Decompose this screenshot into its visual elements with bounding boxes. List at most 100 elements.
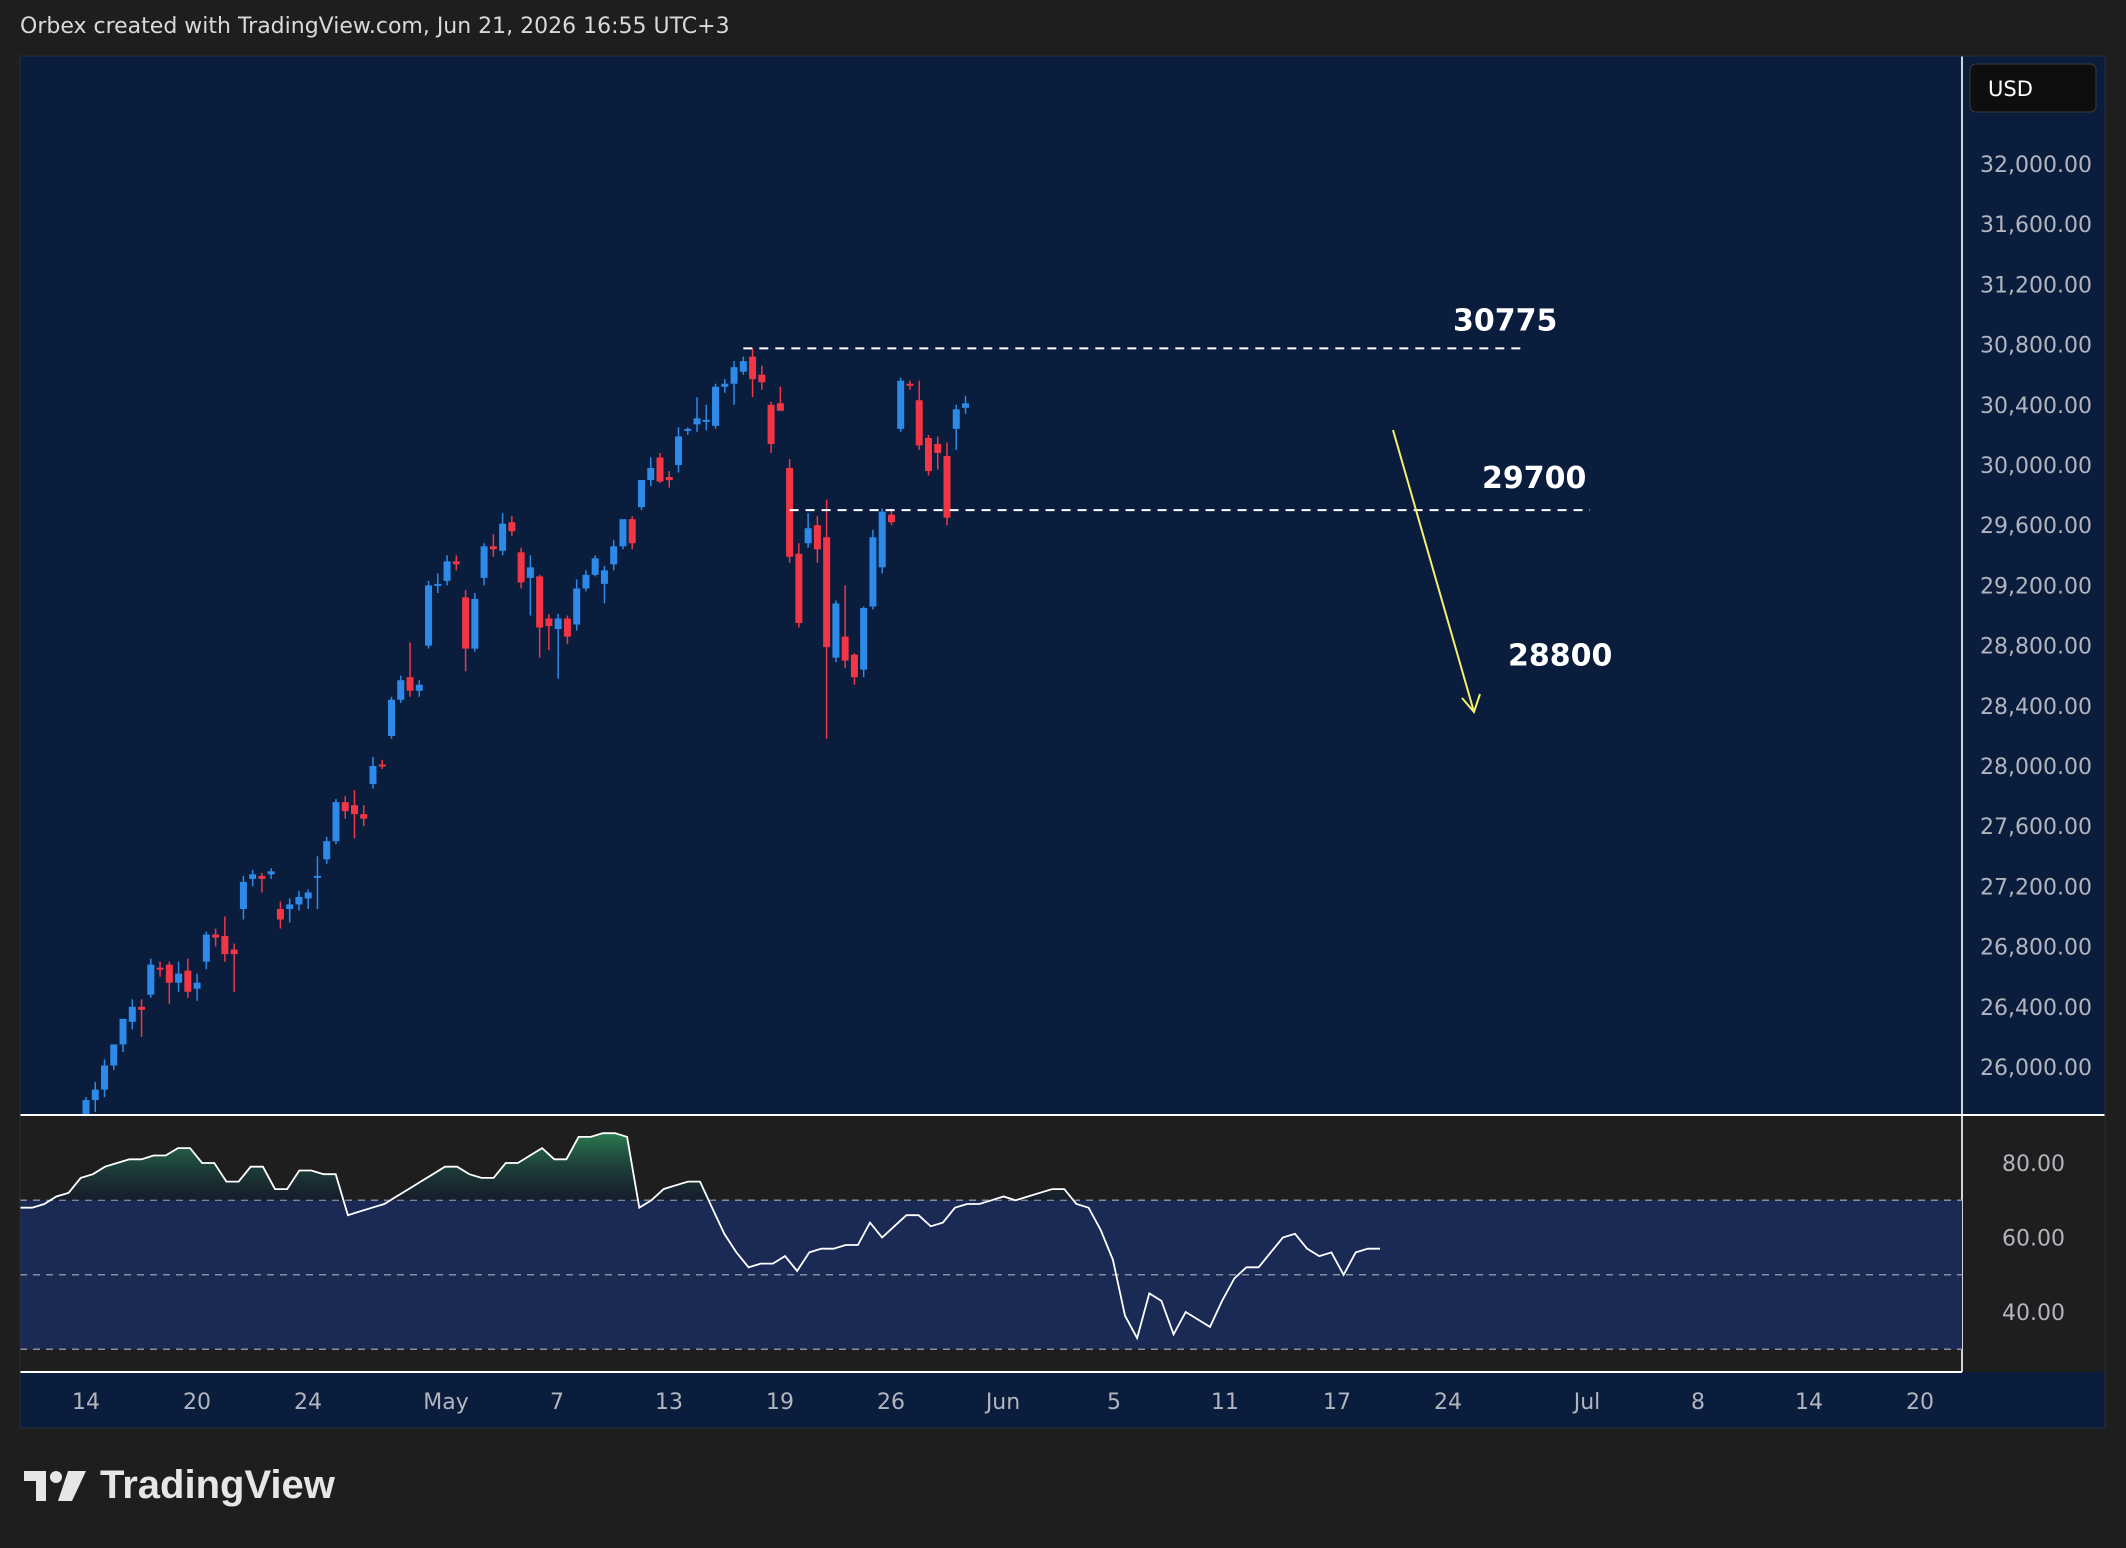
time-tick-label: 19 — [766, 1390, 794, 1415]
candle-body — [730, 367, 738, 384]
candle-body — [934, 443, 942, 453]
candle-body — [369, 766, 377, 785]
candle — [647, 457, 655, 487]
tradingview-logo-text: TradingView — [100, 1463, 335, 1507]
candle-body — [786, 468, 794, 557]
price-tick-label: 26,000.00 — [1980, 1056, 2092, 1081]
time-tick-label: May — [423, 1390, 468, 1415]
candle — [610, 540, 618, 571]
candle-body — [239, 881, 247, 909]
candle-body — [517, 552, 525, 583]
candle-body — [193, 982, 201, 989]
tradingview-logo-icon — [24, 1470, 86, 1501]
candle — [91, 1082, 99, 1113]
candle-body — [915, 400, 923, 446]
candle — [276, 901, 284, 929]
annotations: 30775 29700 28800 — [743, 303, 1612, 714]
price-tick-label: 30,400.00 — [1980, 394, 2092, 419]
candle — [860, 606, 868, 678]
candle — [758, 365, 766, 390]
candle-body — [138, 1006, 146, 1010]
candle-body — [82, 1100, 90, 1115]
candle — [434, 573, 442, 593]
candle — [350, 790, 358, 839]
candle-body — [702, 419, 710, 422]
candle — [915, 380, 923, 450]
candle-body — [91, 1089, 99, 1101]
candle-body — [249, 874, 257, 879]
candle-body — [897, 380, 905, 429]
candle-body — [350, 805, 358, 815]
candle — [684, 427, 692, 435]
candle — [138, 999, 146, 1037]
time-axis-background — [20, 1372, 1962, 1428]
price-tick-label: 32,000.00 — [1980, 153, 2092, 178]
candle-body — [101, 1065, 109, 1090]
candle — [637, 480, 645, 511]
candle-body — [841, 636, 849, 661]
projection-arrow-head — [1461, 693, 1481, 714]
candle-body — [221, 936, 229, 955]
candle — [841, 585, 849, 669]
time-tick-label: Jun — [984, 1390, 1020, 1415]
time-axis[interactable]: 14 20 24 May 7 13 19 26 Jun 5 11 17 24 Jul 8 14 20 — [72, 1390, 1934, 1415]
rsi-axis[interactable]: 40.00 60.00 80.00 — [2002, 1152, 2065, 1326]
price-pane — [82, 348, 970, 1115]
candle-body — [563, 618, 571, 637]
candle-body — [128, 1006, 136, 1022]
candle — [406, 642, 414, 697]
candle-body — [739, 361, 747, 372]
candle-body — [850, 654, 858, 678]
candle-body — [147, 964, 155, 995]
candle — [230, 943, 238, 992]
candle-body — [508, 522, 516, 532]
candle — [239, 875, 247, 920]
candle — [563, 615, 571, 645]
candle-body — [175, 973, 183, 983]
candle — [675, 427, 683, 473]
candle-body — [684, 428, 692, 431]
price-tick-label: 26,400.00 — [1980, 996, 2092, 1021]
candle-body — [795, 553, 803, 624]
candle — [934, 436, 942, 470]
candle-body — [693, 418, 701, 425]
candle-body — [258, 875, 266, 879]
candle — [295, 890, 303, 911]
time-tick-label: 17 — [1323, 1390, 1351, 1415]
candle — [360, 805, 368, 827]
candle — [471, 592, 479, 652]
time-tick-label: 8 — [1691, 1390, 1705, 1415]
candle-body — [952, 409, 960, 429]
candle — [600, 565, 608, 604]
candle-body — [758, 374, 766, 383]
candle — [739, 356, 747, 375]
candle-body — [813, 525, 821, 550]
time-tick-label: 26 — [877, 1390, 905, 1415]
candle — [850, 653, 858, 685]
candle-body — [887, 514, 895, 523]
candle — [628, 516, 636, 550]
candle — [119, 1018, 127, 1052]
annotation-label-28800: 28800 — [1508, 639, 1612, 674]
candle-body — [184, 970, 192, 992]
candle-body — [323, 841, 331, 860]
rsi-pane — [20, 1132, 1962, 1350]
candle-body — [341, 802, 349, 812]
price-tick-label: 28,800.00 — [1980, 635, 2092, 660]
candle-body — [452, 561, 460, 565]
time-tick-label: 20 — [1906, 1390, 1934, 1415]
candle — [508, 516, 516, 536]
candle-body — [712, 386, 720, 426]
candle — [712, 383, 720, 429]
candle — [526, 555, 534, 616]
currency-button[interactable]: USD — [1969, 63, 2097, 113]
candle — [480, 543, 488, 586]
tradingview-logo[interactable]: TradingView — [24, 1463, 335, 1508]
candle — [165, 961, 173, 1004]
candle — [304, 889, 312, 909]
candle-body — [619, 519, 627, 547]
candle — [517, 547, 525, 589]
price-axis[interactable]: 26,000.00 26,400.00 26,800.00 27,200.00 27,6… — [1980, 153, 2092, 1081]
candle-body — [573, 588, 581, 625]
